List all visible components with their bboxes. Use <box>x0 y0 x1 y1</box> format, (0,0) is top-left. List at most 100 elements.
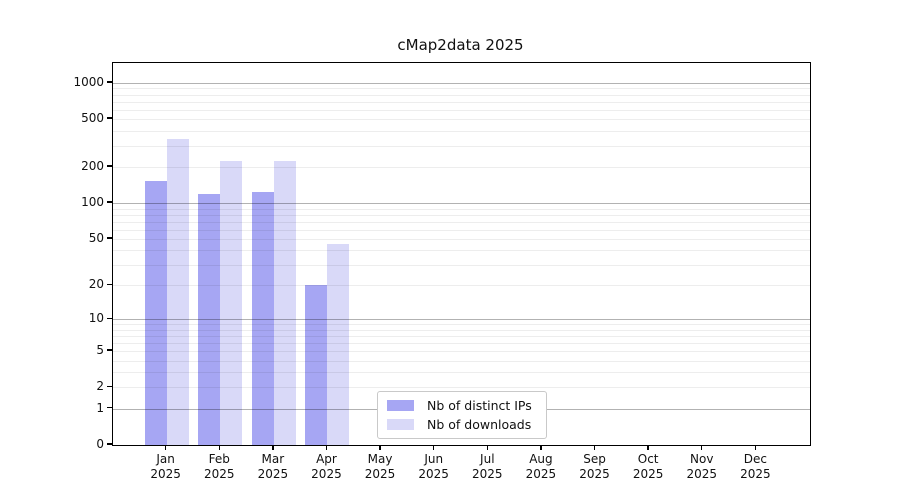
x-tick-label: Dec 2025 <box>725 452 785 481</box>
gridline-minor <box>113 88 810 90</box>
gridline-minor <box>113 329 810 331</box>
x-tick-year: 2025 <box>579 466 610 481</box>
y-tick-mark <box>107 443 112 445</box>
x-tick-label: Feb 2025 <box>189 452 249 481</box>
gridline-minor <box>113 94 810 96</box>
gridline-minor <box>113 229 810 231</box>
gridline-minor <box>113 351 810 353</box>
y-tick-mark <box>107 81 112 83</box>
gridline-minor <box>113 101 810 103</box>
x-tick-mark <box>432 446 435 450</box>
y-tick-mark <box>107 283 112 286</box>
bar-feb-downloads <box>220 161 243 445</box>
x-tick-year: 2025 <box>257 466 289 481</box>
gridline-minor <box>113 109 810 111</box>
y-tick-label: 100 <box>81 195 104 210</box>
x-tick-label: Oct 2025 <box>618 452 678 481</box>
x-tick-label: Jun 2025 <box>404 452 464 481</box>
x-tick-year: 2025 <box>150 466 181 481</box>
x-tick-year: 2025 <box>472 466 503 481</box>
x-tick-month: May <box>367 452 393 466</box>
y-tick-label: 0 <box>96 437 104 451</box>
x-tick-year: 2025 <box>364 466 396 481</box>
legend: Nb of distinct IPs Nb of downloads <box>377 391 547 439</box>
x-tick-month: Apr <box>316 452 337 466</box>
x-tick-mark <box>593 446 596 450</box>
x-tick-mark <box>540 446 542 450</box>
legend-item: Nb of downloads <box>387 417 537 432</box>
legend-swatch <box>387 400 414 411</box>
y-tick-label: 5 <box>96 343 104 358</box>
y-tick-mark <box>107 406 112 409</box>
gridline-minor <box>113 221 810 223</box>
x-tick-mark <box>701 446 703 450</box>
gridline-minor <box>113 208 810 210</box>
gridline-minor <box>113 265 810 266</box>
y-tick-label: 10 <box>88 311 104 326</box>
x-tick-mark <box>379 446 381 450</box>
x-tick-month: Sep <box>583 452 606 466</box>
bars-layer <box>113 63 810 445</box>
legend-item: Nb of distinct IPs <box>387 398 537 413</box>
gridline-minor <box>113 130 810 132</box>
x-tick-label: May 2025 <box>350 452 410 481</box>
gridline-major <box>113 319 810 321</box>
x-tick-month: Dec <box>743 452 767 466</box>
legend-label: Nb of downloads <box>427 417 532 432</box>
y-tick-label: 1 <box>96 400 104 415</box>
x-tick-mark <box>272 446 274 450</box>
y-tick-label: 2 <box>96 379 104 394</box>
x-tick-year: 2025 <box>525 466 557 481</box>
x-tick-mark <box>164 446 167 450</box>
y-tick-label: 50 <box>88 230 104 245</box>
gridline-major <box>113 82 810 84</box>
y-tick-mark <box>107 201 112 203</box>
x-tick-month: Jun <box>424 452 444 466</box>
gridline-minor <box>113 324 810 326</box>
gridline-minor <box>113 387 810 389</box>
bar-mar-downloads <box>273 160 296 445</box>
gridline-minor <box>113 167 810 168</box>
y-tick-label: 1000 <box>73 74 104 89</box>
gridline-minor <box>113 372 810 374</box>
x-tick-mark <box>754 446 757 450</box>
bar-jan-downloads <box>166 139 189 445</box>
x-tick-label: Apr 2025 <box>296 452 356 481</box>
bar-feb-ips <box>198 193 221 445</box>
x-tick-month: Aug <box>529 452 553 466</box>
x-tick-label: Jan 2025 <box>136 452 196 481</box>
x-tick-month: Oct <box>637 452 659 466</box>
x-tick-mark <box>647 446 649 450</box>
x-tick-year: 2025 <box>418 466 449 481</box>
gridline-minor <box>113 360 810 362</box>
x-tick-label: Nov 2025 <box>672 452 732 481</box>
y-tick-mark <box>107 237 112 239</box>
chart-title: cMap2data 2025 <box>397 36 524 54</box>
gridline-minor <box>113 145 810 147</box>
x-tick-year: 2025 <box>632 466 664 481</box>
bar-apr-ips <box>305 285 328 445</box>
gridline-minor <box>113 285 810 287</box>
bar-mar-ips <box>251 192 274 445</box>
x-tick-label: Aug 2025 <box>511 452 571 481</box>
x-tick-label: Sep 2025 <box>565 452 625 481</box>
gridline-major <box>113 203 810 205</box>
gridline-minor <box>113 214 810 216</box>
grid-layer <box>113 63 810 445</box>
x-tick-month: Nov <box>690 452 714 466</box>
y-tick-label: 200 <box>81 158 104 173</box>
x-tick-month: Jul <box>480 452 495 466</box>
y-tick-mark <box>107 317 112 319</box>
gridline-minor <box>113 250 810 252</box>
x-tick-month: Feb <box>208 452 230 466</box>
gridline-minor <box>113 119 810 121</box>
x-tick-year: 2025 <box>686 466 718 481</box>
y-tick-mark <box>107 117 112 119</box>
x-tick-label: Mar 2025 <box>243 452 303 481</box>
x-tick-month: Mar <box>261 452 285 466</box>
gridline-minor <box>113 336 810 337</box>
x-tick-year: 2025 <box>311 466 342 481</box>
bar-apr-downloads <box>327 244 350 445</box>
x-tick-label: Jul 2025 <box>457 452 517 481</box>
